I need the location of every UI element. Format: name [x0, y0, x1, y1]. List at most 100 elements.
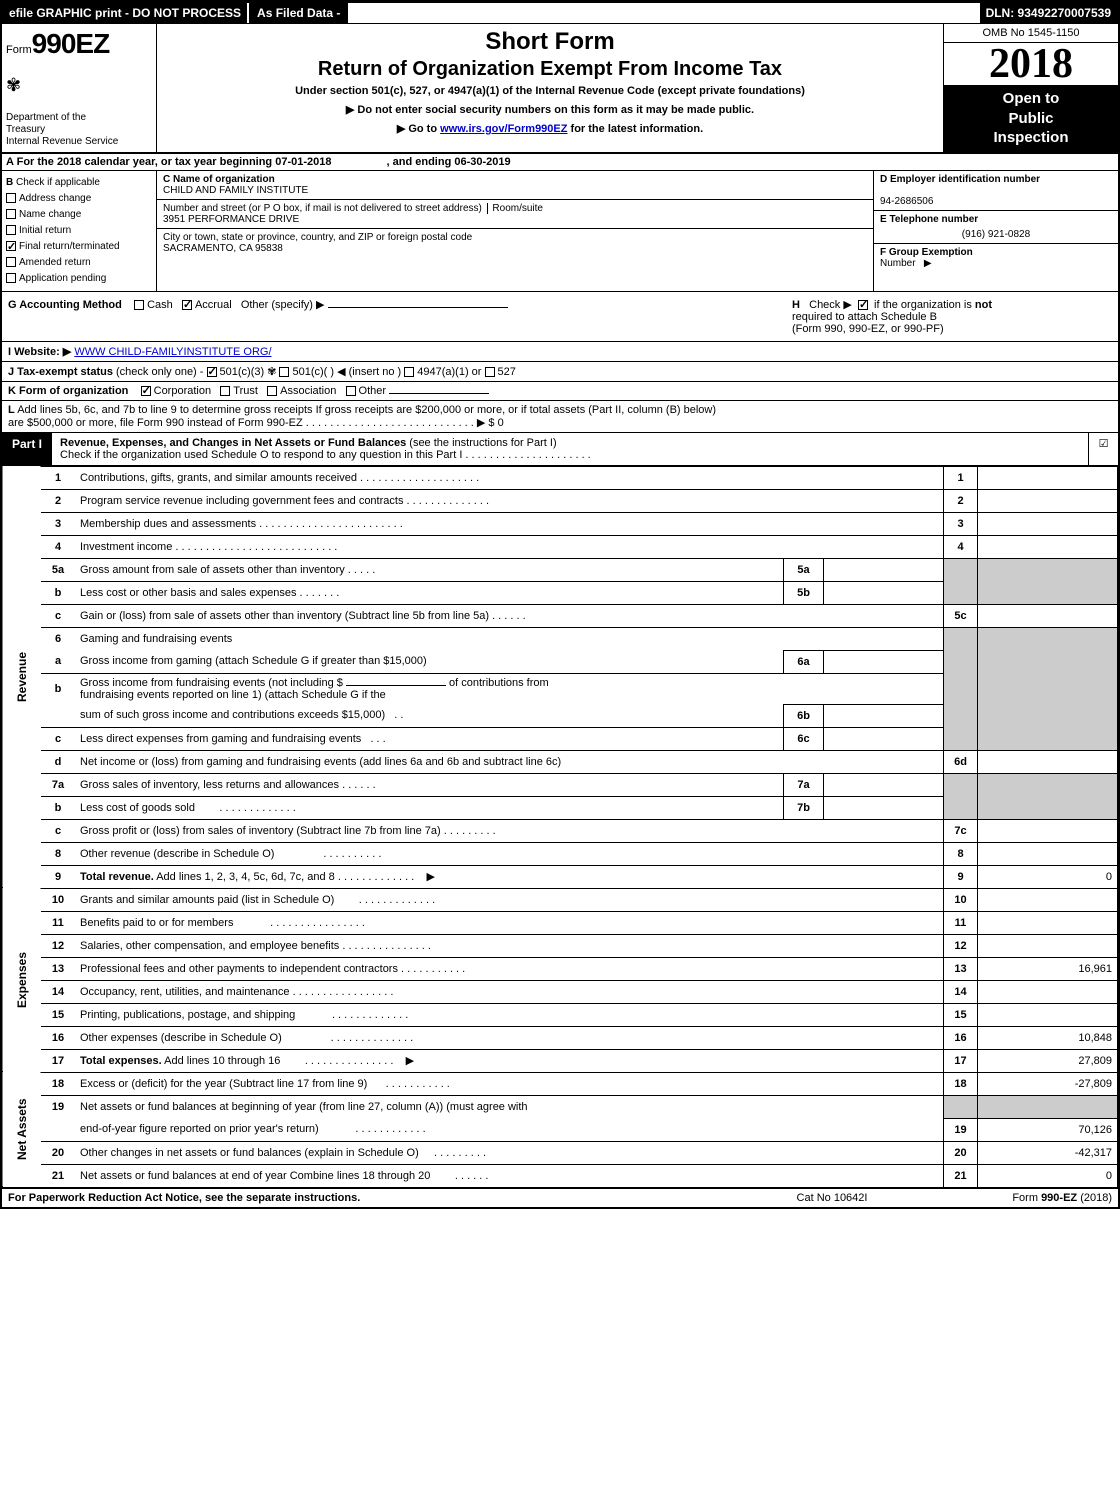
tel-value: (916) 921-0828	[880, 229, 1112, 240]
org-city-cell: City or town, state or province, country…	[157, 229, 873, 257]
line-6a: a Gross income from gaming (attach Sched…	[3, 650, 1118, 673]
efile-label: efile GRAPHIC print - DO NOT PROCESS	[3, 3, 247, 23]
line-4: 4 Investment income . . . . . . . . . . …	[3, 535, 1118, 558]
checkbox-527[interactable]	[485, 367, 495, 377]
org-city: SACRAMENTO, CA 95838	[163, 243, 283, 254]
line-3: 3 Membership dues and assessments . . . …	[3, 512, 1118, 535]
c-column: C Name of organization CHILD AND FAMILY …	[157, 171, 873, 291]
d-column: D Employer identification number 94-2686…	[873, 171, 1118, 291]
checkbox-501c[interactable]	[279, 367, 289, 377]
checkbox-amended[interactable]	[6, 257, 16, 267]
line-20: 20 Other changes in net assets or fund b…	[3, 1141, 1118, 1164]
tax-year: 2018	[944, 43, 1118, 85]
line-6: 6 Gaming and fundraising events	[3, 627, 1118, 650]
line-6c: c Less direct expenses from gaming and f…	[3, 727, 1118, 750]
under-section: Under section 501(c), 527, or 4947(a)(1)…	[165, 85, 935, 97]
irs-link[interactable]: www.irs.gov/Form990EZ	[440, 123, 567, 135]
line-7a: 7a Gross sales of inventory, less return…	[3, 773, 1118, 796]
dept-line2: Treasury	[6, 124, 152, 136]
form-prefix: Form	[6, 44, 32, 56]
ein-value: 94-2686506	[880, 196, 933, 207]
checkbox-corp[interactable]	[141, 386, 151, 396]
checkbox-name[interactable]	[6, 209, 16, 219]
part1-check: ☑	[1088, 433, 1118, 465]
checkbox-accrual[interactable]	[182, 300, 192, 310]
line-12: 12 Salaries, other compensation, and emp…	[3, 934, 1118, 957]
org-address: 3951 PERFORMANCE DRIVE	[163, 214, 299, 225]
line-5c: c Gain or (loss) from sale of assets oth…	[3, 604, 1118, 627]
line-15: 15 Printing, publications, postage, and …	[3, 1003, 1118, 1026]
b-column: B Check if applicable Address change Nam…	[2, 171, 157, 291]
form-header: Form990EZ ✾ Department of the Treasury I…	[2, 24, 1118, 154]
line-16: 16 Other expenses (describe in Schedule …	[3, 1026, 1118, 1049]
ein-cell: D Employer identification number 94-2686…	[874, 171, 1118, 210]
line-6b-1: b Gross income from fundraising events (…	[3, 673, 1118, 704]
line-9: 9 Total revenue. Add lines 1, 2, 3, 4, 5…	[3, 865, 1118, 888]
short-form-title: Short Form	[165, 28, 935, 56]
line-14: 14 Occupancy, rent, utilities, and maint…	[3, 980, 1118, 1003]
part1-label: Part I	[2, 433, 52, 465]
checkbox-cash[interactable]	[134, 300, 144, 310]
checkbox-4947[interactable]	[404, 367, 414, 377]
line-21: 21 Net assets or fund balances at end of…	[3, 1164, 1118, 1187]
checkbox-assoc[interactable]	[267, 386, 277, 396]
line-2: 2 Program service revenue including gove…	[3, 489, 1118, 512]
line-7b: b Less cost of goods sold . . . . . . . …	[3, 796, 1118, 819]
tel-cell: E Telephone number (916) 921-0828	[874, 210, 1118, 243]
part1-header: Part I Revenue, Expenses, and Changes in…	[2, 433, 1118, 466]
line-13: 13 Professional fees and other payments …	[3, 957, 1118, 980]
checkbox-address[interactable]	[6, 193, 16, 203]
line-18: Net Assets 18 Excess or (deficit) for th…	[3, 1072, 1118, 1095]
dln-label: DLN: 93492270007539	[980, 3, 1117, 23]
netassets-label: Net Assets	[3, 1072, 42, 1187]
footer: For Paperwork Reduction Act Notice, see …	[2, 1188, 1118, 1207]
instr-goto: ▶ Go to www.irs.gov/Form990EZ for the la…	[165, 122, 935, 135]
org-name: CHILD AND FAMILY INSTITUTE	[163, 185, 308, 196]
open-inspection: Open to Public Inspection	[944, 85, 1118, 152]
instr-ssn: ▶ Do not enter social security numbers o…	[165, 103, 935, 116]
return-title: Return of Organization Exempt From Incom…	[165, 58, 935, 81]
row-a: A For the 2018 calendar year, or tax yea…	[2, 154, 1118, 171]
checkbox-not-required[interactable]	[858, 300, 868, 310]
line-5a: 5a Gross amount from sale of assets othe…	[3, 558, 1118, 581]
row-i: I Website: ▶ WWW CHILD-FAMILYINSTITUTE O…	[2, 342, 1118, 362]
line-6d: d Net income or (loss) from gaming and f…	[3, 750, 1118, 773]
checkbox-pending[interactable]	[6, 273, 16, 283]
footer-mid: Cat No 10642I	[732, 1192, 932, 1204]
bf-block: B Check if applicable Address change Nam…	[2, 171, 1118, 292]
website-link[interactable]: WWW CHILD-FAMILYINSTITUTE ORG/	[74, 346, 271, 358]
header-left: Form990EZ ✾ Department of the Treasury I…	[2, 24, 157, 152]
line-8: 8 Other revenue (describe in Schedule O)…	[3, 842, 1118, 865]
expenses-label: Expenses	[3, 888, 42, 1072]
line-5b: b Less cost or other basis and sales exp…	[3, 581, 1118, 604]
line-6b-2: sum of such gross income and contributio…	[3, 704, 1118, 727]
checkbox-trust[interactable]	[220, 386, 230, 396]
dept-line3: Internal Revenue Service	[6, 136, 152, 148]
part1-title: Revenue, Expenses, and Changes in Net As…	[52, 433, 1088, 465]
header-right: OMB No 1545-1150 2018 Open to Public Ins…	[943, 24, 1118, 152]
top-bar: efile GRAPHIC print - DO NOT PROCESS As …	[2, 2, 1118, 24]
checkbox-final[interactable]	[6, 241, 16, 251]
checkbox-501c3[interactable]	[207, 367, 217, 377]
revenue-label: Revenue	[3, 466, 42, 888]
gh-block: G Accounting Method Cash Accrual Other (…	[2, 292, 1118, 342]
line-11: 11 Benefits paid to or for members . . .…	[3, 911, 1118, 934]
line-19-2: end-of-year figure reported on prior yea…	[3, 1118, 1118, 1141]
row-l: L Add lines 5b, 6c, and 7b to line 9 to …	[2, 401, 1118, 433]
line-1: Revenue 1 Contributions, gifts, grants, …	[3, 466, 1118, 489]
org-name-cell: C Name of organization CHILD AND FAMILY …	[157, 171, 873, 200]
row-k: K Form of organization Corporation Trust…	[2, 382, 1118, 401]
org-addr-cell: Number and street (or P O box, if mail i…	[157, 200, 873, 229]
group-exemption-cell: F Group Exemption Number ▶	[874, 243, 1118, 272]
main-table: Revenue 1 Contributions, gifts, grants, …	[2, 466, 1118, 1188]
header-mid: Short Form Return of Organization Exempt…	[157, 24, 943, 152]
checkbox-initial[interactable]	[6, 225, 16, 235]
row-j: J Tax-exempt status (check only one) - 5…	[2, 362, 1118, 382]
g-accounting: G Accounting Method Cash Accrual Other (…	[8, 298, 792, 335]
treasury-icon: ✾	[6, 75, 152, 96]
form-number: 990EZ	[32, 28, 110, 59]
dept-line1: Department of the	[6, 112, 152, 124]
checkbox-other-org[interactable]	[346, 386, 356, 396]
asfiled-label: As Filed Data -	[247, 3, 348, 23]
footer-left: For Paperwork Reduction Act Notice, see …	[8, 1192, 732, 1204]
